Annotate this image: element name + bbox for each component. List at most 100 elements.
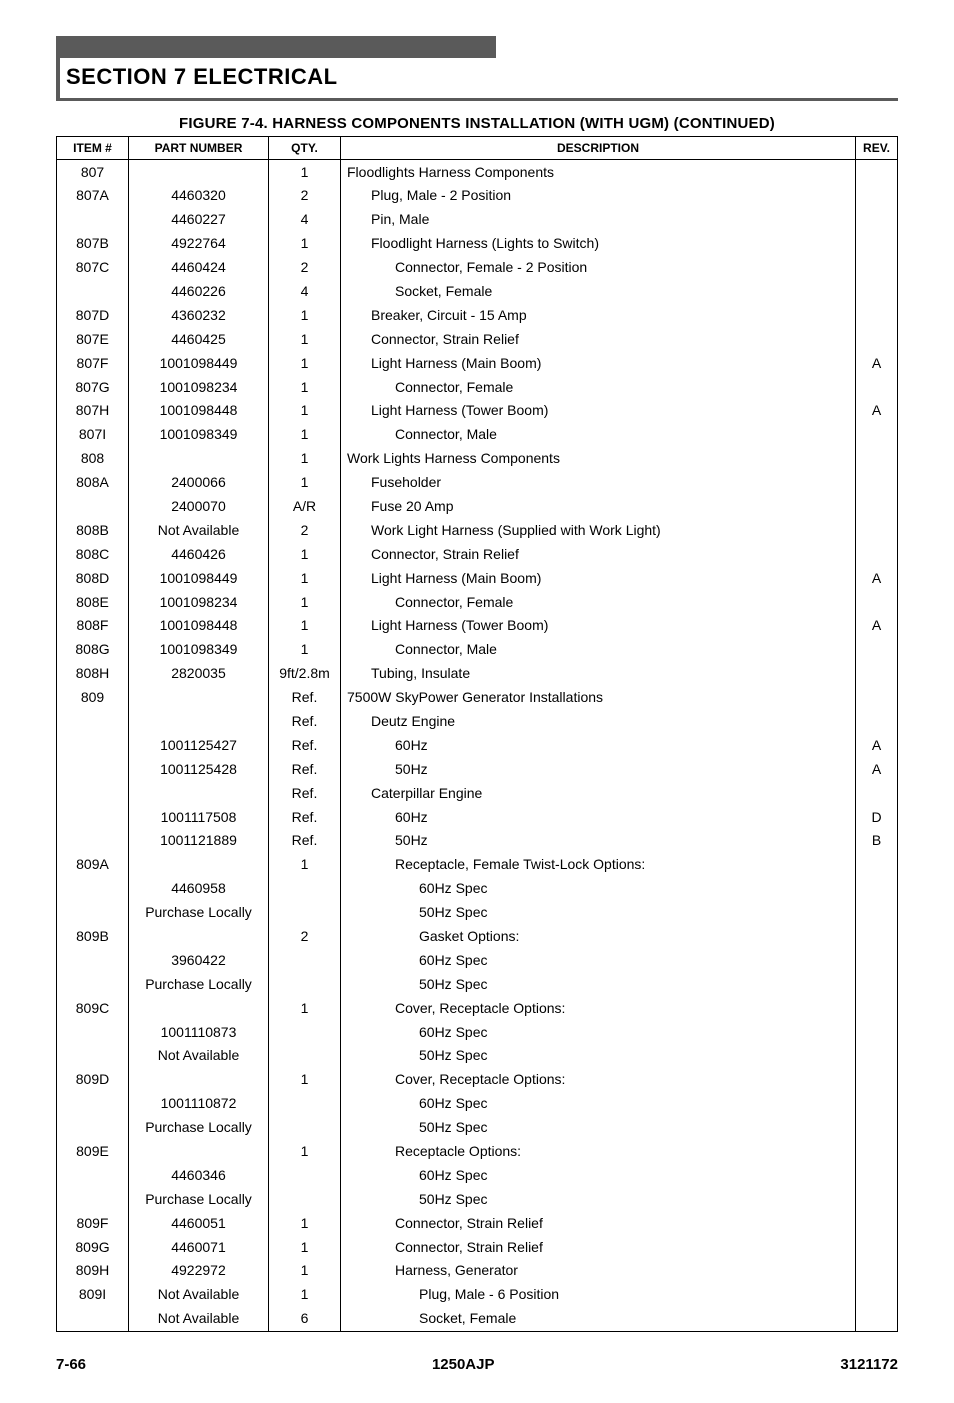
table-row: 1001125427Ref.60HzA	[57, 733, 898, 757]
cell-item	[57, 1307, 129, 1331]
cell-desc: Light Harness (Tower Boom)	[341, 399, 856, 423]
cell-item	[57, 1044, 129, 1068]
cell-rev	[856, 494, 898, 518]
cell-rev	[856, 1044, 898, 1068]
cell-desc: Light Harness (Main Boom)	[341, 566, 856, 590]
cell-qty: Ref.	[269, 733, 341, 757]
cell-rev	[856, 686, 898, 710]
cell-desc: 60Hz Spec	[341, 877, 856, 901]
cell-item	[57, 1092, 129, 1116]
cell-item: 809F	[57, 1211, 129, 1235]
cell-desc: Connector, Male	[341, 423, 856, 447]
cell-qty: 1	[269, 423, 341, 447]
cell-desc: 50Hz Spec	[341, 972, 856, 996]
cell-part: 4460425	[129, 327, 269, 351]
cell-qty	[269, 877, 341, 901]
cell-item	[57, 805, 129, 829]
cell-part: 1001121889	[129, 829, 269, 853]
table-row: 100111087260Hz Spec	[57, 1092, 898, 1116]
cell-desc: Connector, Strain Relief	[341, 1235, 856, 1259]
cell-rev	[856, 447, 898, 471]
cell-part: 4460426	[129, 542, 269, 566]
cell-rev	[856, 996, 898, 1020]
cell-part: 4460226	[129, 279, 269, 303]
cell-item	[57, 877, 129, 901]
cell-rev	[856, 590, 898, 614]
cell-desc: 50Hz Spec	[341, 901, 856, 925]
cell-part: 2820035	[129, 662, 269, 686]
cell-rev	[856, 423, 898, 447]
cell-desc: 50Hz Spec	[341, 1187, 856, 1211]
cell-qty: 1	[269, 1259, 341, 1283]
cell-rev	[856, 1068, 898, 1092]
cell-desc: Tubing, Insulate	[341, 662, 856, 686]
cell-item	[57, 1116, 129, 1140]
cell-rev	[856, 948, 898, 972]
cell-rev	[856, 638, 898, 662]
cell-qty: 1	[269, 1068, 341, 1092]
cell-part: 1001098234	[129, 590, 269, 614]
cell-part: 1001098448	[129, 614, 269, 638]
table-row: 807I10010983491Connector, Male	[57, 423, 898, 447]
cell-desc: 60Hz Spec	[341, 1020, 856, 1044]
table-row: Purchase Locally50Hz Spec	[57, 1116, 898, 1140]
cell-part: 1001098449	[129, 566, 269, 590]
cell-part: Not Available	[129, 1283, 269, 1307]
cell-desc: Connector, Strain Relief	[341, 1211, 856, 1235]
cell-desc: Work Light Harness (Supplied with Work L…	[341, 518, 856, 542]
cell-qty: 1	[269, 996, 341, 1020]
cell-part: 4922972	[129, 1259, 269, 1283]
cell-rev	[856, 1211, 898, 1235]
page-footer: 7-66 1250AJP 3121172	[56, 1356, 898, 1373]
header-top-bar	[56, 36, 496, 58]
cell-part	[129, 709, 269, 733]
cell-desc: Receptacle, Female Twist-Lock Options:	[341, 853, 856, 877]
figure-title: FIGURE 7-4. HARNESS COMPONENTS INSTALLAT…	[56, 115, 898, 132]
cell-part	[129, 1140, 269, 1164]
table-row: 809B2Gasket Options:	[57, 925, 898, 949]
table-row: Purchase Locally 50Hz Spec	[57, 901, 898, 925]
cell-part: 4460346	[129, 1163, 269, 1187]
footer-center: 1250AJP	[432, 1356, 495, 1373]
cell-rev	[856, 1235, 898, 1259]
cell-rev	[856, 208, 898, 232]
cell-desc: 50Hz Spec	[341, 1116, 856, 1140]
cell-qty: 1	[269, 327, 341, 351]
cell-desc: Connector, Female - 2 Position	[341, 256, 856, 280]
cell-item	[57, 757, 129, 781]
table-row: 808H28200359ft/2.8mTubing, Insulate	[57, 662, 898, 686]
cell-item	[57, 1163, 129, 1187]
cell-desc: Fuse 20 Amp	[341, 494, 856, 518]
cell-item: 807A	[57, 184, 129, 208]
cell-item	[57, 1020, 129, 1044]
cell-qty: 1	[269, 447, 341, 471]
table-row: 4460958 60Hz Spec	[57, 877, 898, 901]
cell-part: 4460958	[129, 877, 269, 901]
cell-item: 809	[57, 686, 129, 710]
cell-desc: Gasket Options:	[341, 925, 856, 949]
table-row: 807A44603202Plug, Male - 2 Position	[57, 184, 898, 208]
cell-qty: 1	[269, 303, 341, 327]
cell-item: 808F	[57, 614, 129, 638]
table-row: 809D1Cover, Receptacle Options:	[57, 1068, 898, 1092]
cell-part: Purchase Locally	[129, 901, 269, 925]
cell-desc: 50Hz	[341, 829, 856, 853]
cell-desc: Floodlights Harness Components	[341, 160, 856, 184]
cell-rev: A	[856, 614, 898, 638]
cell-rev: A	[856, 566, 898, 590]
table-row: Not Available50Hz Spec	[57, 1044, 898, 1068]
section-title: SECTION 7 ELECTRICAL	[60, 58, 338, 98]
table-row: 8081Work Lights Harness Components	[57, 447, 898, 471]
cell-rev	[856, 279, 898, 303]
table-row: 808F10010984481Light Harness (Tower Boom…	[57, 614, 898, 638]
cell-part: 4460227	[129, 208, 269, 232]
cell-item	[57, 948, 129, 972]
cell-item: 807F	[57, 351, 129, 375]
cell-desc: Connector, Male	[341, 638, 856, 662]
table-row: 809H49229721Harness, Generator	[57, 1259, 898, 1283]
cell-rev: A	[856, 351, 898, 375]
cell-part	[129, 925, 269, 949]
cell-qty: Ref.	[269, 781, 341, 805]
cell-item: 808B	[57, 518, 129, 542]
cell-rev	[856, 1259, 898, 1283]
